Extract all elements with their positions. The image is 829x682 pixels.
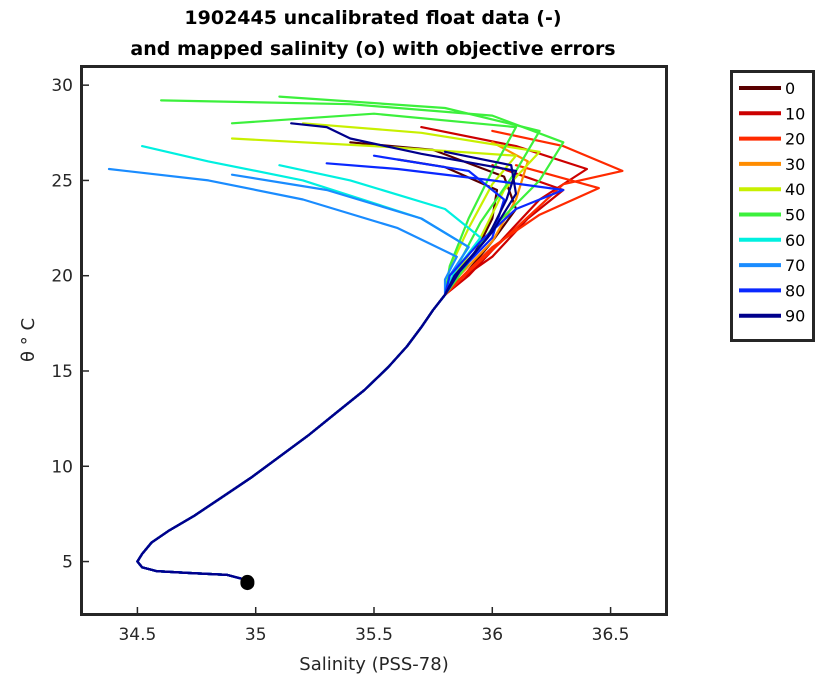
plot-frame (80, 65, 668, 616)
chart-title-line-2: and mapped salinity (o) with objective e… (130, 38, 615, 60)
float-profile-line (136, 150, 518, 582)
x-tick-label: 34.5 (118, 625, 156, 645)
x-tick-label: 35.5 (355, 625, 393, 645)
legend-label: 20 (785, 130, 805, 149)
x-tick-label: 36.5 (592, 625, 630, 645)
y-tick-label: 15 (51, 362, 73, 382)
y-tick-label: 20 (51, 267, 73, 287)
legend-label: 90 (785, 307, 805, 326)
legend-label: 70 (785, 256, 805, 275)
legend-label: 80 (785, 281, 805, 300)
y-axis-label: θ ° C (18, 318, 39, 362)
legend-label: 40 (785, 180, 805, 199)
legend-box (730, 70, 815, 342)
legend-label: 0 (785, 79, 795, 98)
legend-label: 50 (785, 206, 805, 225)
legend: 0 10 20 30 40 50 60 70 80 90 (730, 70, 815, 342)
legend-label: 60 (785, 231, 805, 250)
legend-label: 10 (785, 104, 805, 123)
plot-data-layer (107, 95, 624, 591)
legend-label: 30 (785, 155, 805, 174)
chart-title-line-1: 1902445 uncalibrated float data (-) (184, 7, 561, 29)
x-tick-label: 36 (481, 625, 503, 645)
mapped-salinity-markers (240, 574, 255, 591)
x-tick-label: 35 (245, 625, 267, 645)
y-tick-label: 30 (51, 76, 73, 96)
y-tick-label: 5 (62, 553, 73, 573)
axis-ticks: 34.5 35 35.5 36 36.5 5 10 15 20 25 30 (51, 76, 629, 645)
y-tick-label: 25 (51, 171, 73, 191)
y-tick-label: 10 (51, 457, 73, 477)
x-axis-label: Salinity (PSS-78) (299, 654, 448, 675)
